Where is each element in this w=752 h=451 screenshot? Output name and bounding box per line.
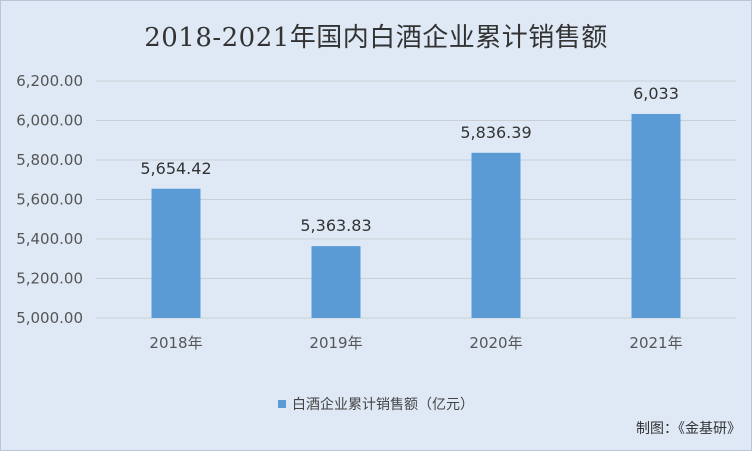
chart-title: 2018-2021年国内白酒企业累计销售额 — [144, 23, 608, 53]
data-label: 5,363.83 — [300, 216, 371, 235]
x-tick-label: 2021年 — [629, 334, 682, 352]
source-note: 制图：《金基研》 — [636, 421, 741, 437]
x-tick-label: 2018年 — [149, 334, 202, 352]
bar — [631, 113, 681, 318]
bar — [311, 246, 361, 318]
x-tick-label: 2019年 — [309, 334, 362, 352]
y-tick-label: 5,400.00 — [16, 230, 83, 248]
data-label: 5,836.39 — [460, 123, 531, 142]
bar — [471, 152, 521, 318]
y-tick-label: 5,000.00 — [16, 309, 83, 327]
y-tick-label: 6,200.00 — [16, 72, 83, 90]
y-tick-label: 5,800.00 — [16, 151, 83, 169]
legend-swatch — [278, 400, 286, 408]
x-tick-label: 2020年 — [469, 334, 522, 352]
y-tick-label: 5,600.00 — [16, 191, 83, 209]
data-label: 6,033 — [633, 84, 679, 103]
y-tick-label: 5,200.00 — [16, 270, 83, 288]
data-label: 5,654.42 — [140, 159, 211, 178]
legend-label: 白酒企业累计销售额（亿元） — [292, 397, 474, 413]
bar — [151, 188, 201, 318]
y-tick-label: 6,000.00 — [16, 112, 83, 130]
legend: 白酒企业累计销售额（亿元） — [1, 394, 751, 414]
